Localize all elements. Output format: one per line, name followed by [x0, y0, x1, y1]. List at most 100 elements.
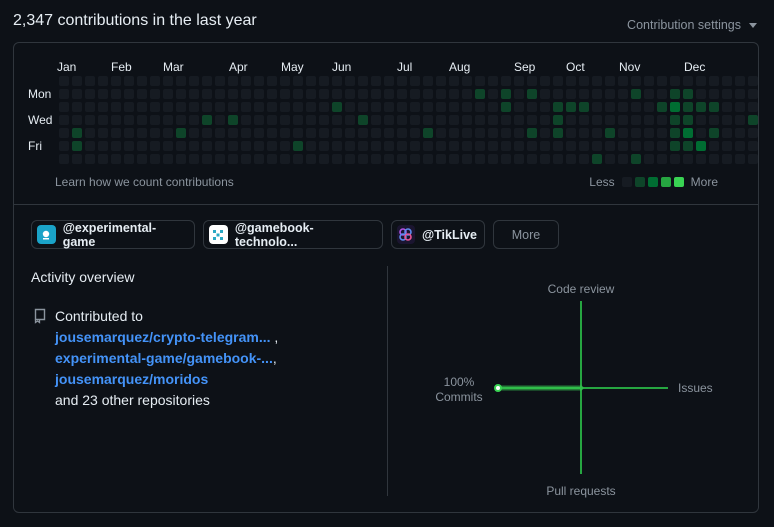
contribution-day[interactable] [475, 102, 485, 112]
contribution-day[interactable] [319, 154, 329, 164]
contribution-day[interactable] [267, 141, 277, 151]
contribution-day[interactable] [566, 128, 576, 138]
contribution-day[interactable] [670, 76, 680, 86]
contribution-day[interactable] [553, 76, 563, 86]
contribution-day[interactable] [85, 102, 95, 112]
contribution-day[interactable] [124, 128, 134, 138]
contribution-day[interactable] [384, 76, 394, 86]
contribution-day[interactable] [280, 102, 290, 112]
contribution-day[interactable] [254, 115, 264, 125]
contribution-day[interactable] [85, 89, 95, 99]
contribution-day[interactable] [735, 115, 745, 125]
contribution-day[interactable] [540, 102, 550, 112]
contribution-day[interactable] [150, 154, 160, 164]
contribution-day[interactable] [124, 89, 134, 99]
contribution-day[interactable] [241, 76, 251, 86]
contribution-day[interactable] [59, 128, 69, 138]
contribution-day[interactable] [709, 102, 719, 112]
contribution-day[interactable] [124, 154, 134, 164]
contribution-day[interactable] [228, 141, 238, 151]
contribution-day[interactable] [579, 115, 589, 125]
contribution-day[interactable] [280, 115, 290, 125]
contribution-day[interactable] [85, 128, 95, 138]
contribution-day[interactable] [410, 102, 420, 112]
contribution-day[interactable] [319, 89, 329, 99]
contribution-day[interactable] [488, 128, 498, 138]
contribution-day[interactable] [527, 89, 537, 99]
contribution-day[interactable] [683, 154, 693, 164]
contribution-day[interactable] [462, 102, 472, 112]
contribution-day[interactable] [215, 154, 225, 164]
contribution-day[interactable] [85, 141, 95, 151]
contribution-day[interactable] [696, 102, 706, 112]
contribution-day[interactable] [683, 115, 693, 125]
contribution-day[interactable] [410, 154, 420, 164]
contribution-day[interactable] [202, 76, 212, 86]
contribution-day[interactable] [618, 76, 628, 86]
contribution-day[interactable] [683, 128, 693, 138]
contribution-day[interactable] [189, 128, 199, 138]
contribution-day[interactable] [657, 115, 667, 125]
contribution-day[interactable] [228, 102, 238, 112]
contribution-day[interactable] [332, 115, 342, 125]
contribution-day[interactable] [137, 76, 147, 86]
contribution-day[interactable] [748, 154, 758, 164]
contribution-day[interactable] [449, 141, 459, 151]
contribution-day[interactable] [163, 76, 173, 86]
contribution-day[interactable] [488, 141, 498, 151]
contribution-day[interactable] [683, 76, 693, 86]
contribution-day[interactable] [124, 76, 134, 86]
contribution-day[interactable] [176, 154, 186, 164]
contribution-day[interactable] [618, 128, 628, 138]
contribution-day[interactable] [267, 115, 277, 125]
contribution-day[interactable] [137, 102, 147, 112]
contribution-day[interactable] [553, 89, 563, 99]
contribution-day[interactable] [397, 89, 407, 99]
contribution-day[interactable] [566, 115, 576, 125]
contribution-day[interactable] [592, 76, 602, 86]
contribution-day[interactable] [215, 102, 225, 112]
contribution-day[interactable] [254, 154, 264, 164]
contribution-day[interactable] [371, 102, 381, 112]
contribution-day[interactable] [449, 128, 459, 138]
contribution-day[interactable] [228, 115, 238, 125]
contribution-day[interactable] [124, 102, 134, 112]
contribution-day[interactable] [85, 76, 95, 86]
contribution-day[interactable] [631, 128, 641, 138]
contribution-day[interactable] [579, 102, 589, 112]
contribution-day[interactable] [540, 76, 550, 86]
contribution-day[interactable] [228, 128, 238, 138]
contribution-day[interactable] [215, 115, 225, 125]
contribution-day[interactable] [748, 141, 758, 151]
contribution-day[interactable] [254, 141, 264, 151]
contribution-day[interactable] [150, 115, 160, 125]
contribution-day[interactable] [488, 115, 498, 125]
contribution-day[interactable] [449, 115, 459, 125]
contribution-day[interactable] [423, 115, 433, 125]
contribution-day[interactable] [293, 89, 303, 99]
contribution-day[interactable] [59, 154, 69, 164]
contribution-day[interactable] [618, 154, 628, 164]
contribution-day[interactable] [111, 76, 121, 86]
contribution-day[interactable] [202, 115, 212, 125]
contribution-day[interactable] [124, 141, 134, 151]
contribution-day[interactable] [267, 154, 277, 164]
contribution-day[interactable] [722, 76, 732, 86]
contribution-day[interactable] [514, 115, 524, 125]
contribution-day[interactable] [722, 89, 732, 99]
contribution-day[interactable] [267, 89, 277, 99]
contribution-day[interactable] [163, 102, 173, 112]
contribution-day[interactable] [202, 102, 212, 112]
contribution-day[interactable] [280, 154, 290, 164]
contribution-day[interactable] [150, 89, 160, 99]
contribution-day[interactable] [384, 89, 394, 99]
contribution-day[interactable] [631, 141, 641, 151]
contribution-day[interactable] [293, 76, 303, 86]
contribution-day[interactable] [657, 102, 667, 112]
contribution-day[interactable] [345, 115, 355, 125]
contribution-day[interactable] [59, 89, 69, 99]
contribution-day[interactable] [59, 102, 69, 112]
contribution-day[interactable] [59, 141, 69, 151]
contribution-day[interactable] [514, 102, 524, 112]
contribution-day[interactable] [514, 76, 524, 86]
